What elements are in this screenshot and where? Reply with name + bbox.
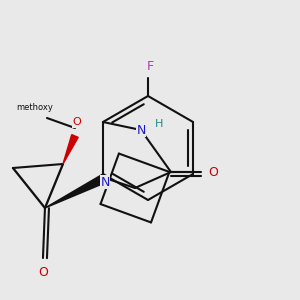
Polygon shape — [63, 135, 78, 164]
Text: O: O — [73, 117, 81, 127]
Polygon shape — [45, 174, 107, 208]
Text: H: H — [155, 119, 163, 129]
Text: methoxy: methoxy — [16, 103, 53, 112]
Text: F: F — [146, 59, 154, 73]
Text: N: N — [100, 176, 110, 188]
Text: O: O — [208, 166, 218, 178]
Text: N: N — [136, 124, 146, 136]
Text: O: O — [38, 266, 48, 278]
